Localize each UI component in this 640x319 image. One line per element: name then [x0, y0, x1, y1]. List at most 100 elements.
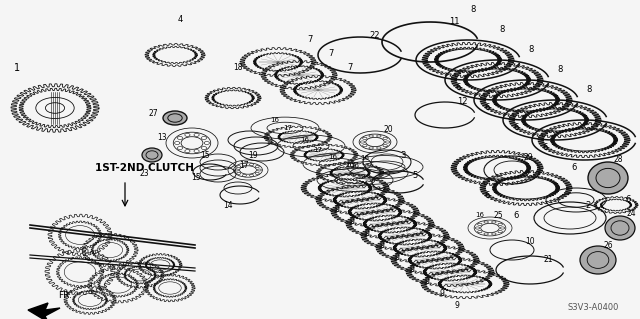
Text: 14: 14 [223, 201, 233, 210]
Ellipse shape [250, 164, 253, 166]
Text: 16: 16 [271, 117, 280, 123]
Ellipse shape [492, 221, 496, 223]
Ellipse shape [250, 174, 253, 176]
Ellipse shape [204, 142, 209, 145]
Text: 9: 9 [380, 241, 385, 250]
Text: 6: 6 [484, 103, 490, 113]
Ellipse shape [383, 145, 387, 147]
Ellipse shape [498, 231, 502, 233]
Text: 9: 9 [454, 301, 460, 310]
Text: 9: 9 [335, 205, 339, 214]
Text: 9: 9 [395, 254, 399, 263]
Text: 8: 8 [528, 46, 534, 55]
Text: 17: 17 [284, 125, 292, 131]
Ellipse shape [385, 141, 390, 143]
Ellipse shape [363, 145, 367, 147]
Text: 7: 7 [348, 63, 353, 72]
Text: 6: 6 [455, 84, 461, 93]
Text: 25: 25 [493, 211, 503, 219]
Text: 9: 9 [440, 290, 444, 299]
Text: 11: 11 [449, 18, 460, 26]
Text: 15: 15 [191, 174, 201, 182]
Text: 22: 22 [370, 31, 380, 40]
Ellipse shape [202, 146, 207, 150]
Ellipse shape [484, 233, 488, 235]
Text: 9: 9 [410, 265, 415, 275]
Text: 4: 4 [177, 16, 182, 25]
Text: 18: 18 [233, 63, 243, 72]
Text: 1ST-2ND CLUTCH: 1ST-2ND CLUTCH [95, 163, 194, 173]
Text: 15: 15 [200, 151, 210, 160]
Ellipse shape [484, 221, 488, 223]
Text: 16: 16 [360, 155, 369, 161]
Text: 8: 8 [470, 5, 476, 14]
Ellipse shape [243, 164, 246, 166]
Text: 9: 9 [365, 229, 369, 239]
Ellipse shape [498, 223, 502, 226]
Text: 1: 1 [14, 63, 20, 73]
Ellipse shape [476, 227, 479, 229]
Text: 6: 6 [513, 123, 518, 132]
Ellipse shape [177, 137, 182, 139]
Ellipse shape [194, 150, 199, 152]
Ellipse shape [363, 137, 367, 139]
Ellipse shape [185, 133, 190, 136]
Text: 19: 19 [248, 151, 258, 160]
Text: 6: 6 [542, 144, 548, 152]
Text: 16: 16 [346, 162, 355, 168]
Ellipse shape [377, 135, 381, 137]
Text: 8: 8 [586, 85, 592, 94]
Ellipse shape [243, 174, 246, 176]
Ellipse shape [477, 231, 482, 233]
Ellipse shape [369, 135, 373, 137]
Ellipse shape [605, 216, 635, 240]
Text: 12: 12 [457, 98, 467, 107]
Ellipse shape [202, 137, 207, 139]
Ellipse shape [237, 166, 241, 168]
Text: 23: 23 [139, 168, 149, 177]
Ellipse shape [369, 147, 373, 149]
Text: 16: 16 [328, 154, 337, 160]
Ellipse shape [237, 172, 241, 174]
Text: FR.: FR. [58, 291, 72, 300]
Text: 7: 7 [328, 48, 333, 57]
Ellipse shape [235, 169, 239, 171]
Text: 16: 16 [301, 137, 310, 143]
Text: 6: 6 [625, 196, 630, 204]
Text: 16: 16 [351, 163, 360, 169]
Text: 2: 2 [586, 201, 591, 210]
Ellipse shape [580, 246, 616, 274]
Ellipse shape [500, 227, 505, 229]
Text: 9: 9 [424, 278, 429, 286]
Text: 6: 6 [513, 211, 518, 220]
Text: 28: 28 [613, 155, 623, 165]
Text: 17: 17 [314, 147, 323, 153]
Ellipse shape [377, 147, 381, 149]
Text: S3V3-A0400: S3V3-A0400 [568, 303, 620, 313]
Ellipse shape [163, 111, 187, 125]
Ellipse shape [194, 133, 199, 136]
Text: 20: 20 [383, 125, 393, 135]
Ellipse shape [257, 169, 261, 171]
Text: 3: 3 [400, 152, 406, 160]
Text: 13: 13 [157, 133, 167, 143]
Ellipse shape [588, 162, 628, 194]
Text: 26: 26 [603, 241, 613, 249]
Text: 8: 8 [499, 26, 505, 34]
Text: 27: 27 [148, 108, 158, 117]
Ellipse shape [383, 137, 387, 139]
Text: 6: 6 [572, 164, 577, 173]
Ellipse shape [255, 172, 259, 174]
Ellipse shape [255, 166, 259, 168]
Ellipse shape [142, 148, 162, 162]
Ellipse shape [477, 223, 482, 226]
Text: 6: 6 [484, 191, 490, 201]
Ellipse shape [492, 233, 496, 235]
Polygon shape [28, 303, 60, 319]
Text: 29: 29 [523, 153, 533, 162]
Ellipse shape [360, 141, 365, 143]
Text: 24: 24 [626, 209, 636, 218]
Ellipse shape [177, 146, 182, 150]
Text: 5: 5 [412, 170, 418, 180]
Ellipse shape [175, 142, 180, 145]
